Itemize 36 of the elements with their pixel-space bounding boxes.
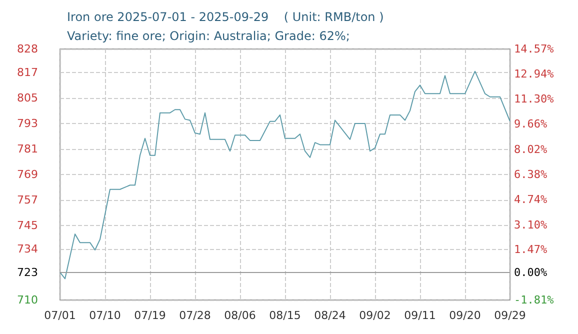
y2-tick-label: 9.66% xyxy=(514,118,548,131)
y-tick-label: 723 xyxy=(17,266,38,279)
y-tick-label: 734 xyxy=(17,242,38,256)
y-tick-label: 757 xyxy=(17,194,38,207)
y2-tick-label: 1.47% xyxy=(514,243,548,256)
x-tick-label: 08/24 xyxy=(314,309,346,322)
y2-tick-label: 8.02% xyxy=(514,142,548,156)
y2-tick-label: 4.74% xyxy=(514,193,548,206)
y-tick-label: 710 xyxy=(17,294,38,306)
y2-tick-label: -1.81% xyxy=(514,294,554,306)
y-tick-label: 745 xyxy=(17,219,38,232)
y2-tick-label: 0.00% xyxy=(514,266,548,279)
line-series xyxy=(60,70,510,280)
x-tick-label: 08/06 xyxy=(224,309,256,322)
x-tick-label: 07/19 xyxy=(134,309,166,322)
x-tick-label: 07/10 xyxy=(89,309,121,322)
x-tick-label: 09/20 xyxy=(449,309,481,322)
y-tick-label: 793 xyxy=(17,116,38,130)
chart-title: Iron ore 2025-07-01 - 2025-09-29 ( Unit: RMB/ton ) xyxy=(67,10,384,24)
y2-tick-label: 3.10% xyxy=(514,218,548,232)
y-tick-label: 805 xyxy=(17,91,38,104)
chart-subtitle: Variety: fine ore; Origin: Australia; Grade: 62%; xyxy=(67,29,350,43)
x-tick-label: 07/28 xyxy=(179,309,211,322)
y2-tick-label: 6.38% xyxy=(514,168,548,181)
y2-tick-label: 11.30% xyxy=(514,92,554,106)
y2-tick-label: 12.94% xyxy=(514,67,554,80)
y-tick-label: 828 xyxy=(17,42,38,56)
y2-tick-label: 14.57% xyxy=(514,42,554,56)
x-tick-label: 09/02 xyxy=(359,309,391,322)
y-tick-label: 817 xyxy=(17,66,38,79)
x-tick-label: 09/11 xyxy=(404,309,436,322)
y-tick-label: 781 xyxy=(17,142,38,156)
x-tick-label: 09/29 xyxy=(494,309,526,322)
y-tick-label: 769 xyxy=(17,168,38,181)
x-tick-label: 07/01 xyxy=(44,309,76,322)
x-tick-label: 08/15 xyxy=(269,309,301,322)
